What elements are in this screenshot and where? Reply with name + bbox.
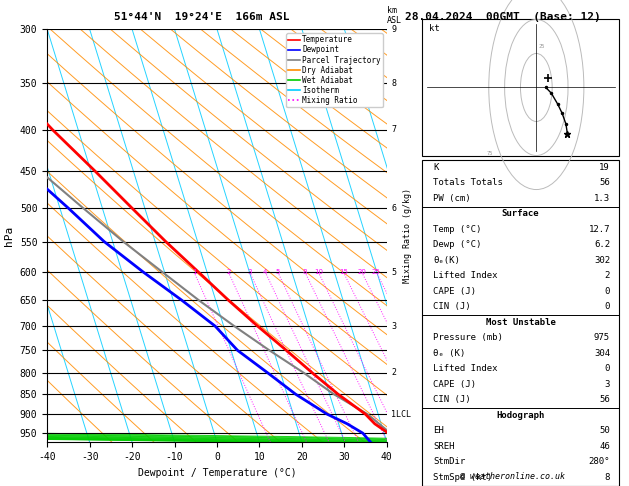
- Text: Dewp (°C): Dewp (°C): [433, 240, 482, 249]
- Text: Mixing Ratio (g/kg): Mixing Ratio (g/kg): [403, 188, 412, 283]
- Text: 4: 4: [263, 269, 267, 275]
- Text: K: K: [433, 163, 439, 172]
- Text: Most Unstable: Most Unstable: [486, 318, 555, 327]
- Text: Lifted Index: Lifted Index: [433, 364, 498, 373]
- Text: 1: 1: [192, 269, 196, 275]
- Text: 5: 5: [276, 269, 280, 275]
- Text: θₑ (K): θₑ (K): [433, 349, 465, 358]
- Text: StmDir: StmDir: [433, 457, 465, 466]
- Text: 25: 25: [372, 269, 381, 275]
- Text: 46: 46: [599, 442, 610, 451]
- Text: 75: 75: [486, 151, 493, 156]
- Text: 8: 8: [303, 269, 307, 275]
- Text: 2: 2: [604, 271, 610, 280]
- Legend: Temperature, Dewpoint, Parcel Trajectory, Dry Adiabat, Wet Adiabat, Isotherm, Mi: Temperature, Dewpoint, Parcel Trajectory…: [286, 33, 383, 107]
- Text: 20: 20: [357, 269, 366, 275]
- Text: 6: 6: [391, 204, 396, 213]
- Text: 2: 2: [391, 368, 396, 378]
- Text: 2: 2: [226, 269, 231, 275]
- Text: θₑ(K): θₑ(K): [433, 256, 460, 265]
- Text: 3: 3: [604, 380, 610, 389]
- Text: 0: 0: [604, 287, 610, 296]
- Text: kt: kt: [429, 24, 440, 34]
- Text: 8: 8: [391, 79, 396, 87]
- Text: 3: 3: [391, 322, 396, 330]
- Text: 25: 25: [538, 44, 545, 49]
- Text: StmSpd (kt): StmSpd (kt): [433, 473, 493, 482]
- Text: 9: 9: [391, 25, 396, 34]
- X-axis label: Dewpoint / Temperature (°C): Dewpoint / Temperature (°C): [138, 468, 296, 478]
- Text: 3: 3: [247, 269, 252, 275]
- Text: CIN (J): CIN (J): [433, 302, 471, 311]
- Text: 8: 8: [604, 473, 610, 482]
- FancyBboxPatch shape: [422, 160, 619, 486]
- Text: Surface: Surface: [502, 209, 540, 218]
- Text: 975: 975: [594, 333, 610, 342]
- Text: 56: 56: [599, 395, 610, 404]
- Text: Pressure (mb): Pressure (mb): [433, 333, 503, 342]
- Text: 12.7: 12.7: [589, 225, 610, 234]
- Text: 7: 7: [391, 125, 396, 135]
- Text: © weatheronline.co.uk: © weatheronline.co.uk: [460, 472, 565, 481]
- Text: 280°: 280°: [589, 457, 610, 466]
- Text: 304: 304: [594, 349, 610, 358]
- Text: CAPE (J): CAPE (J): [433, 287, 476, 296]
- Text: 10: 10: [314, 269, 323, 275]
- Text: CAPE (J): CAPE (J): [433, 380, 476, 389]
- Text: 15: 15: [339, 269, 348, 275]
- FancyBboxPatch shape: [422, 19, 619, 156]
- Text: km
ASL: km ASL: [387, 6, 402, 25]
- Text: CIN (J): CIN (J): [433, 395, 471, 404]
- Text: 51°44'N  19°24'E  166m ASL: 51°44'N 19°24'E 166m ASL: [113, 12, 289, 22]
- Text: 302: 302: [594, 256, 610, 265]
- Text: PW (cm): PW (cm): [433, 194, 471, 203]
- Text: Temp (°C): Temp (°C): [433, 225, 482, 234]
- Text: Totals Totals: Totals Totals: [433, 178, 503, 187]
- Y-axis label: hPa: hPa: [4, 226, 14, 246]
- Text: 28.04.2024  00GMT  (Base: 12): 28.04.2024 00GMT (Base: 12): [405, 12, 601, 22]
- Text: Hodograph: Hodograph: [496, 411, 545, 420]
- Text: 0: 0: [604, 302, 610, 311]
- Text: 1LCL: 1LCL: [391, 410, 411, 419]
- Text: SREH: SREH: [433, 442, 455, 451]
- Text: 19: 19: [599, 163, 610, 172]
- Text: 50: 50: [599, 426, 610, 435]
- Text: 6.2: 6.2: [594, 240, 610, 249]
- Text: 56: 56: [599, 178, 610, 187]
- Text: 1.3: 1.3: [594, 194, 610, 203]
- Text: 0: 0: [604, 364, 610, 373]
- Text: Lifted Index: Lifted Index: [433, 271, 498, 280]
- Text: EH: EH: [433, 426, 444, 435]
- Text: 5: 5: [391, 268, 396, 277]
